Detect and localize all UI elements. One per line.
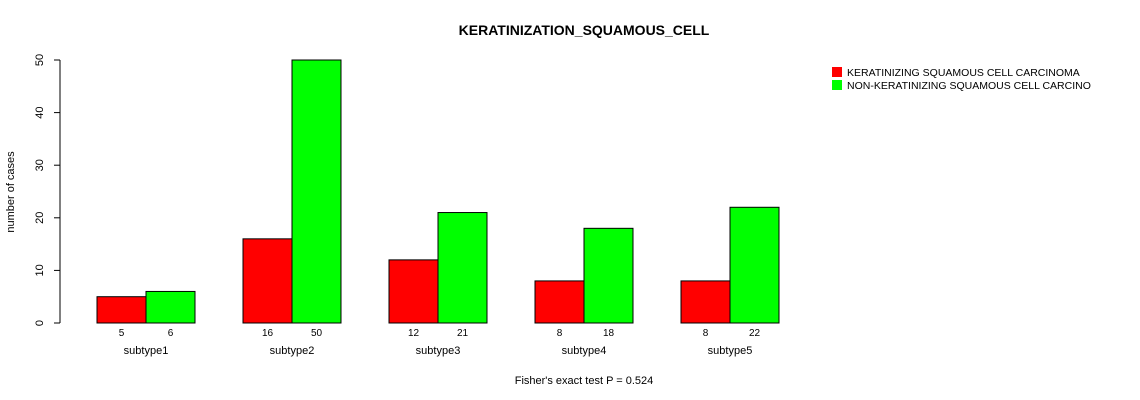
bar-group: 8 18 subtype4 [534, 227, 634, 357]
bar [729, 206, 780, 324]
category-label: subtype1 [124, 345, 169, 357]
category-label: subtype2 [270, 345, 315, 357]
bar-value-label: 6 [168, 328, 174, 339]
y-tick-label: 40 [34, 106, 46, 118]
bar [680, 280, 731, 324]
y-axis-label: number of cases [5, 151, 17, 233]
bar-value-label: 5 [119, 328, 125, 339]
legend-swatch [832, 67, 842, 77]
bar-group: 5 6 subtype1 [96, 290, 196, 357]
x-axis-label: Fisher's exact test P = 0.524 [515, 375, 654, 387]
bars: 5 6 subtype1 16 50 subtype2 12 21 subtype3 8 18 sub… [96, 59, 780, 357]
y-tick-label: 50 [34, 54, 46, 66]
bar-value-label: 50 [311, 328, 323, 339]
bar-group: 16 50 subtype2 [242, 59, 342, 357]
bar [583, 227, 634, 324]
bar-group: 12 21 subtype3 [388, 212, 488, 357]
legend-swatch [832, 80, 842, 90]
bar [291, 59, 342, 324]
bar-value-label: 21 [457, 328, 469, 339]
category-label: subtype3 [416, 345, 461, 357]
bar-value-label: 18 [603, 328, 615, 339]
bar [242, 238, 293, 324]
bar-value-label: 8 [557, 328, 563, 339]
category-label: subtype4 [562, 345, 607, 357]
bar [388, 259, 439, 324]
bar-value-label: 12 [408, 328, 420, 339]
bar-value-label: 8 [703, 328, 709, 339]
chart-title: KERATINIZATION_SQUAMOUS_CELL [459, 22, 710, 38]
bar [534, 280, 585, 324]
legend: KERATINIZING SQUAMOUS CELL CARCINOMANON-… [832, 67, 1091, 92]
y-tick-label: 0 [34, 320, 46, 326]
legend-label: NON-KERATINIZING SQUAMOUS CELL CARCINO [847, 80, 1091, 92]
y-tick-label: 10 [34, 264, 46, 276]
bar [96, 296, 147, 324]
legend-label: KERATINIZING SQUAMOUS CELL CARCINOMA [847, 67, 1080, 79]
bar [437, 212, 488, 324]
bar [145, 290, 196, 324]
y-tick-label: 20 [34, 212, 46, 224]
bar-group: 8 22 subtype5 [680, 206, 780, 357]
y-axis: 0 10 20 30 40 50 [34, 54, 61, 326]
bar-value-label: 16 [262, 328, 274, 339]
y-tick-label: 30 [34, 159, 46, 171]
category-label: subtype5 [708, 345, 753, 357]
bar-value-label: 22 [749, 328, 761, 339]
